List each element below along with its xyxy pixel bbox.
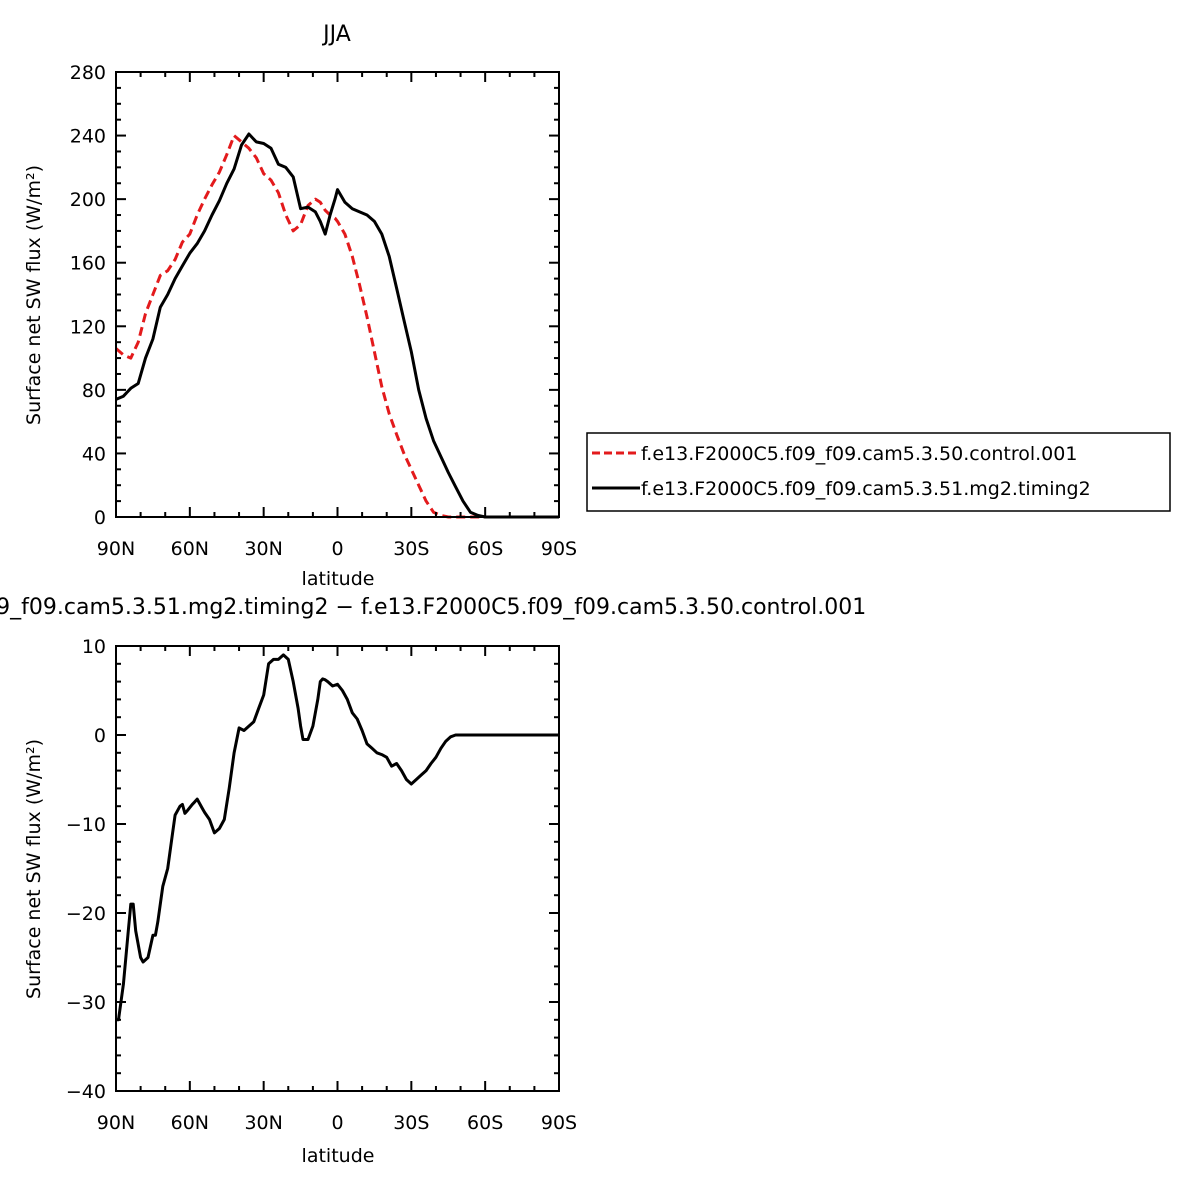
legend-label-control: f.e13.F2000C5.f09_f09.cam5.3.50.control.… [641, 443, 1077, 465]
y-tick-label: −30 [66, 992, 106, 1014]
x-tick-label: 30N [244, 538, 282, 560]
panel-bottom-xlabel: latitude [302, 1145, 375, 1167]
x-tick-label: 90N [97, 1112, 135, 1134]
y-tick-label: 280 [70, 62, 106, 84]
panel-top-frame [115, 71, 560, 518]
y-tick-label: −20 [66, 903, 106, 925]
panel-top-ylabel: Surface net SW flux (W/m²) [23, 165, 45, 425]
x-tick-label: 0 [331, 1112, 343, 1134]
x-tick-label: 30N [244, 1112, 282, 1134]
legend-label-timing2: f.e13.F2000C5.f09_f09.cam5.3.51.mg2.timi… [641, 478, 1091, 500]
panel-bottom-ylabel: Surface net SW flux (W/m²) [23, 739, 45, 999]
y-tick-label: 40 [82, 443, 106, 465]
x-tick-label: 60N [171, 1112, 209, 1134]
panel-bottom-ticks: 90N 60N 30N 0 30S 60S 90S −40 −30 −20 −10 0 10 [66, 636, 577, 1134]
x-tick-label: 90S [541, 1112, 577, 1134]
y-tick-label: 160 [70, 253, 106, 275]
series-line-top-0 [115, 134, 559, 519]
x-tick-label: 30S [393, 538, 429, 560]
panel-top-lines [115, 132, 559, 519]
x-tick-label: 60N [171, 538, 209, 560]
series-line-bottom-0 [116, 653, 559, 1022]
y-tick-label: 10 [82, 636, 106, 658]
x-tick-label: 90S [541, 538, 577, 560]
panel-top: JJA 90N 60N 30N 0 30S 60S 90S 0 40 80 120 160 200 240… [23, 22, 1171, 590]
y-tick-label: −40 [66, 1081, 106, 1103]
x-tick-label: 60S [467, 538, 503, 560]
panel-top-title: JJA [321, 22, 351, 47]
legend: f.e13.F2000C5.f09_f09.cam5.3.50.control.… [586, 432, 1171, 512]
panel-bottom: f.e13.F2000C5.f09_f09.cam5.3.51.mg2.timi… [0, 595, 866, 1167]
panel-top-xlabel: latitude [302, 568, 375, 590]
panel-bottom-frame [115, 645, 560, 1092]
panel-bottom-lines [116, 653, 559, 1022]
panel-bottom-title: f.e13.F2000C5.f09_f09.cam5.3.51.mg2.timi… [0, 595, 866, 620]
y-tick-label: 200 [70, 189, 106, 211]
panel-top-ticks: 90N 60N 30N 0 30S 60S 90S 0 40 80 120 160 200 240 280 [70, 62, 577, 560]
x-tick-label: 60S [467, 1112, 503, 1134]
y-tick-label: 80 [82, 380, 106, 402]
y-tick-label: 0 [94, 507, 106, 529]
y-tick-label: 0 [94, 725, 106, 747]
y-tick-label: −10 [66, 814, 106, 836]
y-tick-label: 120 [70, 316, 106, 338]
y-tick-label: 240 [70, 126, 106, 148]
legend-box [586, 432, 1171, 512]
series-line-top-1 [115, 132, 559, 519]
x-tick-label: 30S [393, 1112, 429, 1134]
x-tick-label: 0 [331, 538, 343, 560]
x-tick-label: 90N [97, 538, 135, 560]
